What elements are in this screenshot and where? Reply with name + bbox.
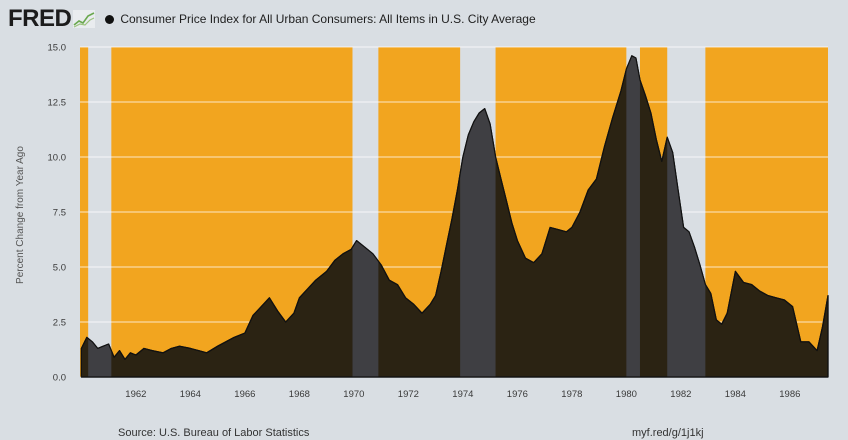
- x-tick-label: 1976: [507, 389, 528, 400]
- source-note: Source: U.S. Bureau of Labor Statistics: [118, 427, 310, 439]
- y-tick-label: 0.0: [53, 373, 66, 384]
- y-tick-label: 15.0: [48, 43, 67, 54]
- x-tick-layer: 1962 1964 1966 1968 1970 1972 1974 1976 1978 1980…: [125, 389, 800, 400]
- fred-logo-graph-icon: [73, 10, 96, 28]
- x-tick-label: 1964: [180, 389, 201, 400]
- y-tick-layer: 0.0 2.5 5.0 7.5 10.0 12.5 15.0: [48, 43, 67, 384]
- cpi-area-recession-shade: [88, 338, 112, 377]
- x-tick-label: 1972: [398, 389, 419, 400]
- y-tick-label: 7.5: [53, 208, 66, 219]
- y-tick-label: 10.0: [48, 153, 67, 164]
- cpi-area-recession-shade: [460, 108, 496, 377]
- y-tick-label: 2.5: [53, 318, 66, 329]
- fred-logo[interactable]: FRED: [8, 5, 72, 32]
- x-tick-label: 1978: [561, 389, 582, 400]
- y-tick-label: 12.5: [48, 98, 67, 109]
- series-legend-marker: [105, 14, 115, 24]
- x-tick-label: 1986: [779, 389, 800, 400]
- short-link[interactable]: myf.red/g/1j1kj: [632, 427, 704, 439]
- x-tick-label: 1970: [343, 389, 364, 400]
- x-tick-label: 1984: [725, 389, 746, 400]
- y-tick-label: 5.0: [53, 263, 66, 274]
- cpi-line: [80, 55, 829, 378]
- x-tick-label: 1966: [234, 389, 255, 400]
- y-axis-title: Percent Change from Year Ago: [15, 146, 26, 284]
- series-title[interactable]: Consumer Price Index for All Urban Consu…: [120, 12, 536, 26]
- x-tick-label: 1974: [452, 389, 473, 400]
- cpi-area-recession-shade: [352, 240, 379, 377]
- x-tick-label: 1982: [670, 389, 691, 400]
- x-tick-label: 1968: [289, 389, 310, 400]
- x-tick-label: 1962: [125, 389, 146, 400]
- cpi-area-recession-shade: [626, 55, 640, 377]
- chart-header: FRED Consumer Price Index for All Urban …: [8, 4, 536, 34]
- x-tick-label: 1980: [616, 389, 637, 400]
- area-layer: [80, 55, 829, 378]
- cpi-area-recession-shade: [667, 137, 706, 377]
